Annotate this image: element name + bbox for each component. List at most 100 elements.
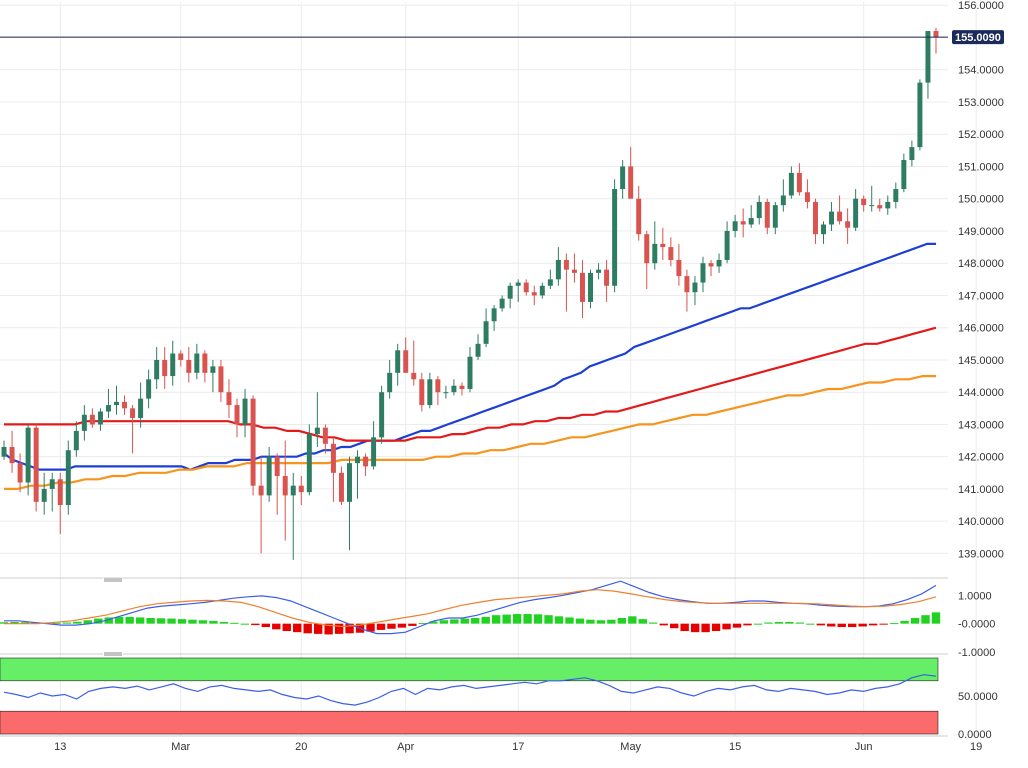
candle-body bbox=[917, 82, 923, 148]
rsi-pane: 50.0000 0.0000 bbox=[0, 657, 998, 741]
candle-body bbox=[1, 447, 7, 457]
macd-histogram-bar bbox=[282, 623, 291, 632]
candle-body bbox=[346, 463, 352, 502]
price-tick-label: 139.0000 bbox=[958, 548, 1004, 560]
candle bbox=[242, 388, 248, 438]
candle bbox=[202, 350, 208, 383]
candle bbox=[314, 392, 320, 448]
candle-body bbox=[81, 414, 87, 431]
macd-histogram-bar bbox=[167, 618, 176, 624]
macd-histogram-bar bbox=[544, 615, 553, 624]
candle bbox=[411, 340, 417, 386]
macd-histogram-bar bbox=[858, 623, 867, 627]
macd-histogram-bar bbox=[617, 618, 627, 624]
macd-line bbox=[4, 589, 937, 628]
candle bbox=[379, 385, 385, 444]
candle-body bbox=[708, 263, 714, 267]
candle-body bbox=[379, 392, 385, 438]
candle-body bbox=[290, 485, 296, 496]
candle-body bbox=[435, 379, 441, 393]
candle bbox=[25, 424, 31, 496]
candle-body bbox=[154, 359, 160, 380]
pane-resize-handle-2[interactable] bbox=[103, 652, 123, 657]
macd-histogram-bar bbox=[272, 623, 281, 630]
candle bbox=[371, 421, 377, 470]
price-tick-label: 140.0000 bbox=[958, 516, 1004, 528]
candle bbox=[130, 405, 136, 454]
candle-body bbox=[483, 321, 489, 344]
macd-histogram-bar bbox=[806, 623, 815, 625]
candle-body bbox=[57, 479, 63, 506]
candle bbox=[764, 198, 770, 235]
macd-histogram-bar bbox=[921, 615, 930, 624]
macd-histogram-bar bbox=[230, 622, 239, 624]
candle-body bbox=[588, 272, 594, 302]
macd-histogram-bar bbox=[848, 623, 857, 628]
candle bbox=[387, 359, 393, 399]
macd-histogram-bar bbox=[753, 623, 763, 625]
candle bbox=[435, 376, 441, 406]
candle bbox=[708, 259, 714, 277]
candle bbox=[652, 221, 658, 270]
price-tick-label: 152.0000 bbox=[958, 129, 1004, 141]
macd-histogram-bar bbox=[115, 616, 124, 624]
candle-body bbox=[33, 427, 39, 502]
candle bbox=[644, 230, 650, 289]
candle-body bbox=[700, 263, 706, 283]
candle-body bbox=[170, 353, 176, 377]
candle-body bbox=[387, 372, 393, 393]
macd-histogram-bar bbox=[701, 623, 710, 633]
rsi-axis: 50.0000 0.0000 bbox=[958, 691, 998, 741]
candle bbox=[563, 253, 569, 312]
macd-histogram-bar bbox=[450, 619, 459, 624]
candle bbox=[684, 269, 690, 312]
candle-body bbox=[49, 479, 55, 489]
candle bbox=[97, 408, 103, 431]
rsi-series-line bbox=[3, 674, 937, 706]
candle bbox=[467, 347, 473, 393]
candle bbox=[893, 182, 899, 209]
macd-histogram-bar bbox=[711, 623, 721, 632]
candle-body bbox=[732, 221, 738, 231]
candle-body bbox=[812, 201, 818, 235]
macd-histogram-bar bbox=[659, 623, 668, 626]
macd-histogram-bar bbox=[512, 614, 522, 624]
candle bbox=[105, 388, 111, 418]
pane-resize-handle-1[interactable] bbox=[103, 578, 123, 583]
candle bbox=[668, 237, 674, 267]
candle bbox=[322, 424, 328, 454]
macd-histogram-bar bbox=[774, 621, 784, 624]
candle bbox=[186, 347, 192, 383]
candle bbox=[804, 179, 810, 209]
macd-tick-label: 1.0000 bbox=[958, 590, 992, 602]
candle-body bbox=[186, 359, 192, 373]
macd-histogram-bar bbox=[188, 619, 197, 624]
macd-histogram-bar bbox=[889, 623, 899, 625]
candle bbox=[290, 472, 296, 560]
candle bbox=[780, 179, 786, 212]
candle bbox=[588, 269, 594, 309]
candle-body bbox=[829, 211, 835, 225]
candle bbox=[821, 221, 826, 244]
candle-body bbox=[282, 476, 288, 496]
macd-histogram-bar bbox=[680, 623, 689, 632]
current-price-badge: 155.0090 bbox=[952, 30, 1004, 45]
macd-histogram-bar bbox=[764, 622, 773, 624]
candle bbox=[660, 227, 666, 260]
candle bbox=[178, 350, 184, 367]
date-axis: 13 Mar 20 Apr 17 May 15 Jun 19 bbox=[54, 741, 982, 753]
macd-histogram-bar bbox=[177, 619, 187, 624]
candle bbox=[274, 453, 280, 515]
candle-body bbox=[258, 485, 264, 496]
candle bbox=[483, 308, 489, 348]
candle bbox=[459, 382, 465, 396]
candle bbox=[210, 359, 216, 393]
candle bbox=[49, 472, 55, 512]
candle bbox=[724, 221, 730, 264]
candle bbox=[154, 347, 160, 389]
candle-body bbox=[507, 285, 513, 299]
macd-histogram-bar bbox=[638, 619, 647, 624]
price-tick-label: 142.0000 bbox=[958, 452, 1004, 464]
candle-body bbox=[756, 201, 762, 219]
candle bbox=[933, 27, 939, 54]
